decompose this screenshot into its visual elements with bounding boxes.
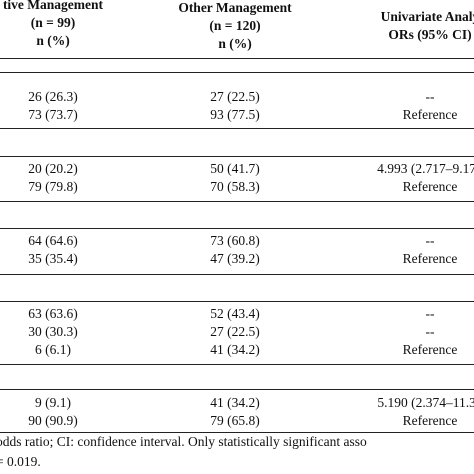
cell-a: 64 (64.6) [28, 233, 78, 248]
cell-b: 70 (58.3) [210, 179, 260, 194]
cell-c: -- [425, 324, 435, 339]
cell-b: 93 (77.5) [210, 107, 260, 122]
table-bottom-rule [0, 432, 474, 433]
group-rule [0, 301, 474, 302]
header-col1-line3: n (%) [36, 33, 70, 48]
cell-b: 79 (65.8) [210, 413, 260, 428]
group-rule [0, 128, 474, 129]
cell-c: Reference [402, 413, 458, 428]
cell-a: 63 (63.6) [28, 306, 78, 321]
cell-c: Reference [402, 342, 458, 357]
header-col3-line2: ORs (95% CI) [388, 27, 472, 42]
cell-c: -- [425, 233, 435, 248]
cell-c: 4.993 (2.717–9.178 [377, 161, 474, 176]
cell-a: 73 (73.7) [28, 107, 78, 122]
cell-a: 90 (90.9) [28, 413, 78, 428]
cell-c: 5.190 (2.374–11.34 [377, 395, 474, 410]
cell-b: 27 (22.5) [210, 324, 260, 339]
header-col2-line1: Other Management [178, 0, 292, 15]
cell-b: 73 (60.8) [210, 233, 260, 248]
cell-a: 30 (30.3) [28, 324, 78, 339]
header-col1-line1: tive Management [2, 0, 104, 12]
group-rule [0, 389, 474, 390]
cell-c: -- [425, 306, 435, 321]
cell-c: -- [425, 89, 435, 104]
cell-b: 52 (43.4) [210, 306, 260, 321]
footnote-line2: = 0.019. [0, 454, 41, 469]
cell-c: Reference [402, 251, 458, 266]
cell-c: Reference [402, 179, 458, 194]
header-rule [0, 58, 474, 59]
group-rule [0, 201, 474, 202]
cell-a: 6 (6.1) [35, 342, 71, 357]
cell-b: 50 (41.7) [210, 161, 260, 176]
header-col2-line3: n (%) [218, 36, 252, 51]
group-rule [0, 228, 474, 229]
group-rule [0, 156, 474, 157]
cell-b: 27 (22.5) [210, 89, 260, 104]
cell-a: 9 (9.1) [35, 395, 71, 410]
group-rule [0, 72, 474, 73]
header-col1-line2: (n = 99) [30, 15, 76, 30]
cell-b: 41 (34.2) [210, 342, 260, 357]
cell-a: 20 (20.2) [28, 161, 78, 176]
cell-b: 47 (39.2) [210, 251, 260, 266]
footnote-line1: odds ratio; CI: confidence interval. Onl… [0, 434, 367, 449]
header-col2-line2: (n = 120) [209, 18, 261, 33]
group-rule [0, 274, 474, 275]
cell-b: 41 (34.2) [210, 395, 260, 410]
group-rule [0, 364, 474, 365]
cell-c: Reference [402, 107, 458, 122]
header-col3-line1: Univariate Analy [380, 9, 474, 24]
cell-a: 26 (26.3) [28, 89, 78, 104]
cell-a: 35 (35.4) [28, 251, 78, 266]
cell-a: 79 (79.8) [28, 179, 78, 194]
